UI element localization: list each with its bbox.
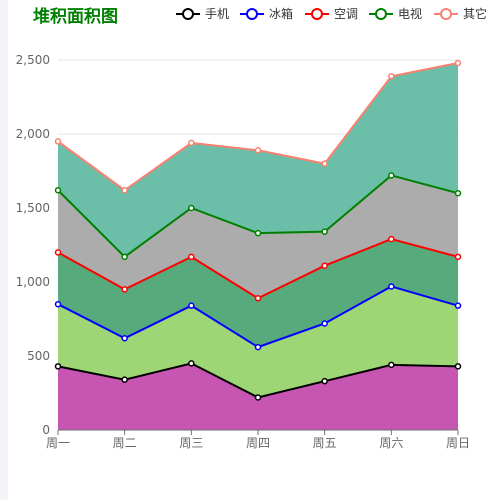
data-point[interactable] xyxy=(254,147,262,154)
y-tick-label: 0 xyxy=(42,423,50,437)
chart-title: 堆积面积图 xyxy=(33,6,118,27)
y-tick-label: 1,000 xyxy=(16,275,50,289)
data-point[interactable] xyxy=(54,138,62,145)
data-point[interactable] xyxy=(454,189,462,197)
data-point[interactable] xyxy=(121,286,128,293)
legend-marker xyxy=(182,8,194,20)
data-point[interactable] xyxy=(321,320,328,327)
data-point[interactable] xyxy=(188,253,195,261)
legend-marker xyxy=(440,8,452,20)
legend-item-其它[interactable]: 其它 xyxy=(434,6,487,21)
x-tick-label: 周一 xyxy=(46,436,70,450)
data-point[interactable] xyxy=(254,394,262,401)
data-point[interactable] xyxy=(54,186,62,194)
area-其它 xyxy=(58,62,458,257)
data-point[interactable] xyxy=(121,253,128,261)
data-point[interactable] xyxy=(121,334,128,342)
x-tick-label: 周二 xyxy=(113,436,137,450)
y-tick-label: 500 xyxy=(27,349,50,363)
x-tick-label: 周六 xyxy=(379,436,403,450)
legend-label: 手机 xyxy=(205,7,229,21)
legend-label: 电视 xyxy=(398,6,422,21)
data-point[interactable] xyxy=(54,300,62,308)
data-point[interactable] xyxy=(321,262,328,269)
legend-label: 冰箱 xyxy=(269,6,293,21)
y-tick-label: 1,500 xyxy=(16,201,50,215)
area-电视 xyxy=(58,175,458,299)
x-tick-label: 周三 xyxy=(179,436,203,450)
data-point[interactable] xyxy=(454,59,462,67)
data-point[interactable] xyxy=(188,360,195,367)
areas xyxy=(58,62,458,430)
data-point[interactable] xyxy=(188,204,195,212)
data-point[interactable] xyxy=(254,295,262,302)
data-point[interactable] xyxy=(388,172,395,179)
data-point[interactable] xyxy=(321,228,328,235)
y-tick-label: 2,000 xyxy=(16,127,50,141)
legend-marker xyxy=(311,8,323,20)
data-point[interactable] xyxy=(388,361,395,369)
x-tick-label: 周日 xyxy=(446,436,470,450)
legend: 手机 冰箱 空调 电视 其它 xyxy=(176,6,487,21)
data-point[interactable] xyxy=(321,160,328,167)
x-tick-label: 周五 xyxy=(313,436,337,450)
data-point[interactable] xyxy=(54,363,62,370)
data-point[interactable] xyxy=(54,249,62,256)
legend-item-冰箱[interactable]: 冰箱 xyxy=(240,6,293,21)
data-point[interactable] xyxy=(254,343,262,351)
legend-item-手机[interactable]: 手机 xyxy=(176,7,229,21)
data-point[interactable] xyxy=(121,376,128,383)
axes: 0 500 1,000 1,500 2,000 2,500 周一 周二 周三 周四 周五 周六 周日 xyxy=(16,53,470,450)
legend-marker xyxy=(375,8,387,20)
series-lines xyxy=(54,59,462,401)
data-point[interactable] xyxy=(388,235,395,243)
legend-marker xyxy=(246,8,258,20)
data-point[interactable] xyxy=(321,377,328,385)
area-空调 xyxy=(58,239,458,348)
y-tick-label: 2,500 xyxy=(16,53,50,67)
x-tick-label: 周四 xyxy=(246,436,270,450)
stacked-area-chart: 堆积面积图 0 500 1,000 1,500 2,000 2,500 周一 周二 周三 周四 周五… xyxy=(16,6,487,450)
legend-label: 空调 xyxy=(334,7,358,21)
data-point[interactable] xyxy=(454,253,462,261)
data-point[interactable] xyxy=(388,73,395,80)
data-point[interactable] xyxy=(188,302,195,309)
data-point[interactable] xyxy=(188,139,195,147)
data-point[interactable] xyxy=(454,363,462,370)
legend-item-空调[interactable]: 空调 xyxy=(305,7,358,21)
legend-item-电视[interactable]: 电视 xyxy=(369,6,422,21)
data-point[interactable] xyxy=(121,186,128,194)
data-point[interactable] xyxy=(254,229,262,237)
data-point[interactable] xyxy=(454,302,462,309)
area-冰箱 xyxy=(58,286,458,398)
area-手机 xyxy=(58,363,458,430)
chart-frame: 堆积面积图 0 500 1,000 1,500 2,000 2,500 周一 周二 周三 周四 周五… xyxy=(8,0,500,500)
legend-label: 其它 xyxy=(463,6,487,21)
data-point[interactable] xyxy=(388,283,395,290)
